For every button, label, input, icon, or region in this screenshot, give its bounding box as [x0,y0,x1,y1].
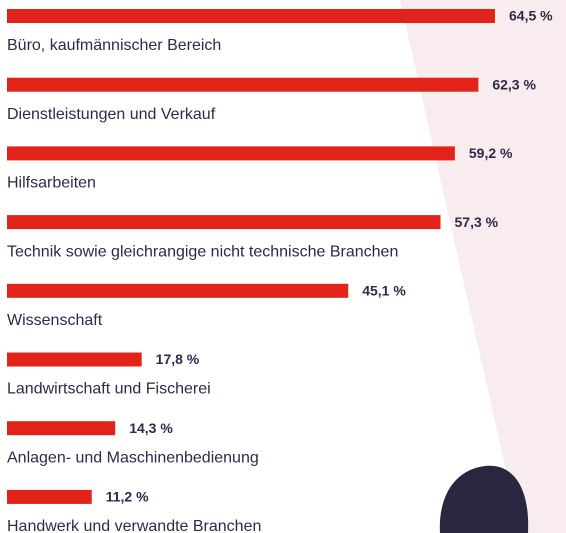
bar [7,421,116,436]
bar [7,215,441,230]
bar [7,9,495,23]
category-label: Wissenschaft [7,312,103,329]
category-label: Dienstleistungen und Verkauf [7,106,216,123]
value-label: 14,3 % [129,420,173,436]
background-shape [400,0,566,533]
category-label: Anlagen- und Maschinenbedienung [7,449,259,466]
bar [7,489,92,504]
bar [7,146,455,161]
value-label: 62,3 % [492,76,536,92]
category-label: Technik sowie gleichrangige nicht techni… [7,243,398,260]
value-label: 59,2 % [469,145,513,161]
person-head [439,465,529,533]
value-label: 57,3 % [455,214,499,230]
value-label: 45,1 % [362,283,406,299]
category-label: Hilfsarbeiten [7,175,96,192]
value-label: 11,2 % [106,489,149,505]
bar [7,283,349,298]
value-label: 64,5 % [509,8,553,24]
category-label: Handwerk und verwandte Branchen [7,518,261,533]
value-label: 17,8 % [156,351,200,367]
bar [7,352,142,367]
bar [7,77,479,92]
category-label: Büro, kaufmännischer Bereich [7,37,221,54]
category-label: Landwirtschaft und Fischerei [7,381,211,398]
